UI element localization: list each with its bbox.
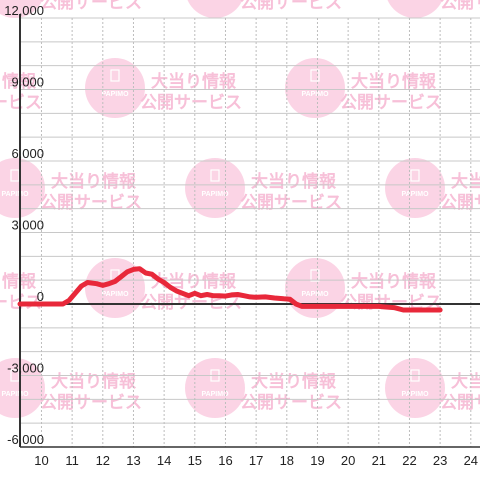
- watermark-text-line2: 公開サービス: [40, 193, 142, 212]
- x-tick-label: 15: [188, 453, 202, 468]
- y-tick-label: -6,000: [7, 432, 44, 447]
- watermark-text-line2: 公開サービス: [440, 393, 480, 412]
- y-tick-label: 6,000: [11, 146, 44, 161]
- watermark-text-line1: 大当り情報: [451, 371, 480, 391]
- watermark-brand: PAPIMO: [401, 391, 429, 398]
- watermark-brand: PAPIMO: [201, 191, 229, 198]
- y-tick-label: 12,000: [4, 3, 44, 18]
- y-tick-label: 0: [37, 289, 44, 304]
- watermark-text-line1: 大当り情報: [251, 371, 337, 391]
- phone-icon: [210, 169, 220, 182]
- watermark-brand: PAPIMO: [101, 91, 129, 98]
- phone-icon: [310, 269, 320, 282]
- watermark-text-line2: 公開サービス: [440, 193, 480, 212]
- watermark-text-line1: 大当り情報: [51, 371, 137, 391]
- x-tick-label: 23: [433, 453, 447, 468]
- y-tick-labels: 12,000 9,000 6,000 3,000 0 -3,000 -6,000: [4, 3, 44, 447]
- watermark-text-line1: 大当り情報: [251, 171, 337, 191]
- watermark-brand: PAPIMO: [301, 91, 329, 98]
- x-tick-label: 19: [310, 453, 324, 468]
- x-tick-label: 22: [402, 453, 416, 468]
- watermark-brand: PAPIMO: [1, 391, 29, 398]
- watermark-brand: PAPIMO: [301, 291, 329, 298]
- phone-icon: [310, 69, 320, 82]
- axes: [19, 14, 480, 448]
- watermark-circle: [85, 58, 145, 118]
- y-tick-label: 3,000: [11, 218, 44, 233]
- watermark-brand: PAPIMO: [201, 391, 229, 398]
- x-tick-label: 14: [157, 453, 171, 468]
- watermark-text-line1: 大当り情報: [351, 71, 437, 91]
- watermark-circle: [385, 358, 445, 418]
- x-tick-label: 12: [96, 453, 110, 468]
- watermark-text-line2: 公開サービス: [240, 193, 342, 212]
- series-layer: [17, 266, 443, 313]
- watermark-circle: [285, 58, 345, 118]
- watermark-circle: [285, 258, 345, 318]
- watermark-brand: PAPIMO: [401, 191, 429, 198]
- x-tick-label: 24: [464, 453, 478, 468]
- watermark-text-line2: 公開サービス: [40, 393, 142, 412]
- phone-icon: [410, 169, 420, 182]
- watermark-text-line1: 大当り情報: [351, 271, 437, 291]
- x-tick-label: 20: [341, 453, 355, 468]
- watermark-text-line2: 公開サービス: [440, 0, 480, 12]
- watermark-text-line2: 公開サービス: [240, 393, 342, 412]
- watermark-circle: [185, 358, 245, 418]
- watermark-circle: [185, 158, 245, 218]
- series-line: [17, 266, 443, 313]
- x-tick-label: 21: [372, 453, 386, 468]
- x-tick-label: 18: [280, 453, 294, 468]
- watermark-text-line2: 公開サービス: [40, 0, 142, 12]
- x-tick-label: 10: [34, 453, 48, 468]
- watermark-brand: PAPIMO: [101, 291, 129, 298]
- watermark-text-line2: 公開サービス: [340, 93, 442, 112]
- phone-icon: [110, 69, 120, 82]
- watermark-text-line1: 大当り情報: [0, 271, 37, 291]
- y-tick-label: -3,000: [7, 361, 44, 376]
- watermark-text-line1: 大当り情報: [0, 71, 37, 91]
- x-tick-label: 11: [65, 453, 79, 468]
- watermark-brand: PAPIMO: [1, 191, 29, 198]
- watermark-circle: [0, 0, 43, 18]
- y-tick-label: 9,000: [11, 75, 44, 90]
- watermark-text-line2: 公開サービス: [240, 0, 342, 12]
- watermark-circle: [187, 0, 243, 18]
- x-tick-labels: 10 11 12 13 14 15 16 17 18 19 20 21 22 23 24: [34, 453, 478, 468]
- watermark-text-line2: 公開サービス: [140, 93, 242, 112]
- watermark-text-line1: 大当り情報: [51, 171, 137, 191]
- watermark-text-line1: 大当り情報: [451, 171, 480, 191]
- x-tick-label: 16: [218, 453, 232, 468]
- x-tick-label: 17: [249, 453, 263, 468]
- watermark-text-line1: 大当り情報: [151, 71, 237, 91]
- watermark-circle: [385, 158, 445, 218]
- x-tick-label: 13: [126, 453, 140, 468]
- watermark-circle: [387, 0, 443, 18]
